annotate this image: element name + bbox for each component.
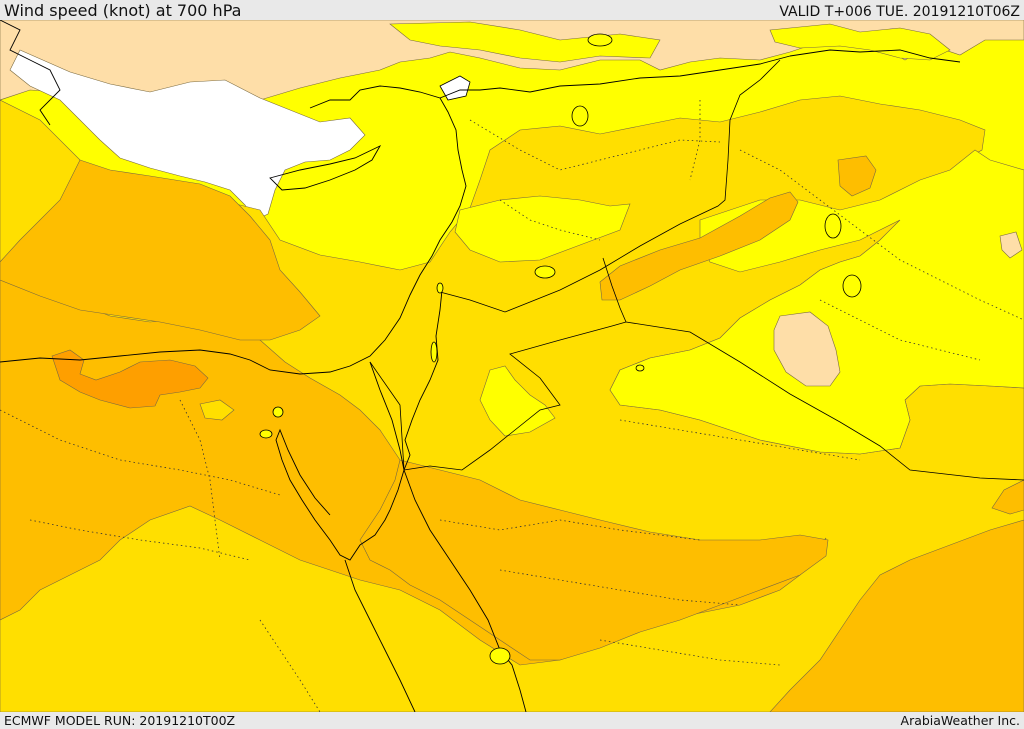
footer-bar: ECMWF MODEL RUN: 20191210T00Z ArabiaWeat… xyxy=(0,712,1024,729)
map-title: Wind speed (knot) at 700 hPa xyxy=(4,1,242,20)
wind-band-lightest-ne xyxy=(999,231,1023,259)
sea-no-data-small xyxy=(439,75,471,101)
wind-band-strong-diagonal xyxy=(599,191,799,301)
sea-no-data xyxy=(9,49,366,221)
wind-band-strong-nw xyxy=(0,159,321,341)
credit-label: ArabiaWeather Inc. xyxy=(900,713,1020,728)
wind-band-strong-e-small xyxy=(991,479,1024,515)
header-bar: Wind speed (knot) at 700 hPa VALID T+006… xyxy=(0,0,1024,20)
coastlines xyxy=(0,20,961,712)
model-run-label: ECMWF MODEL RUN: 20191210T00Z xyxy=(4,713,236,728)
wind-band-light-patch-jordan xyxy=(479,365,556,437)
wind-band-strong-se xyxy=(769,519,1024,712)
map-area[interactable] xyxy=(0,20,1024,712)
wind-speed-map xyxy=(0,20,1024,712)
valid-time: VALID T+006 TUE. 20191210T06Z xyxy=(779,4,1020,20)
wind-band-mid-strip xyxy=(199,399,235,421)
wind-band-strong-saudi xyxy=(359,459,829,661)
wind-band-strongest xyxy=(51,349,209,409)
wind-band-light-patch-east xyxy=(609,149,1024,455)
wind-band-strong-spot xyxy=(837,155,877,197)
borders xyxy=(369,59,1024,481)
wind-band-light-patch-n xyxy=(389,21,661,63)
admin-borders xyxy=(0,100,1024,712)
wind-band-light-patch-center xyxy=(454,195,631,263)
water-bodies xyxy=(259,33,862,665)
wind-band-lightest-iraq xyxy=(773,311,841,387)
